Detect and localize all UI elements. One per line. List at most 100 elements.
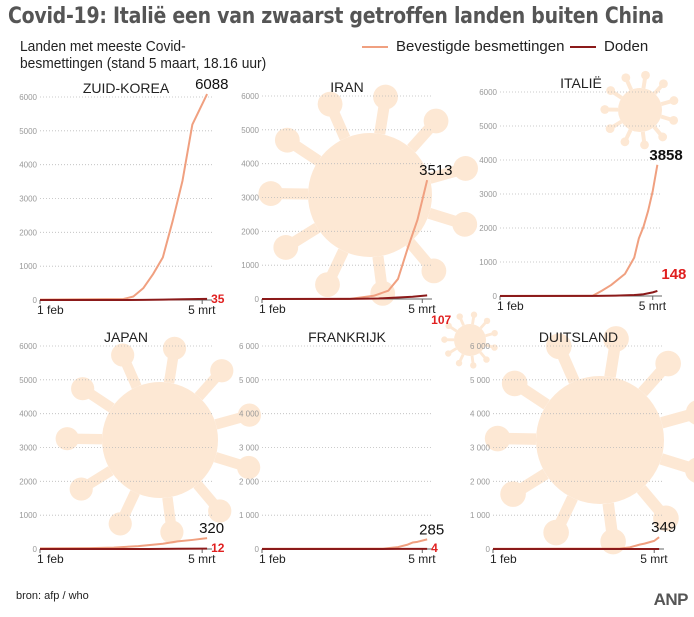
chart-title: JAPAN [104, 329, 148, 345]
page-title: Covid-19: Italië een van zwaarst getroff… [8, 4, 664, 29]
y-tick-label: 4 000 [239, 410, 260, 419]
y-tick-label: 0 [33, 545, 38, 554]
chart-title: ITALIË [560, 75, 602, 91]
y-tick-label: 2000 [19, 477, 37, 486]
y-tick-label: 2000 [241, 227, 259, 236]
y-tick-label: 2000 [19, 228, 37, 237]
x-tick-label: 1 feb [259, 552, 286, 566]
chart-title: IRAN [330, 79, 363, 95]
y-tick-label: 5000 [479, 122, 497, 131]
y-tick-label: 5000 [241, 126, 259, 135]
confirmed-value-label: 3858 [649, 147, 682, 164]
y-tick-label: 6 000 [470, 342, 491, 351]
y-tick-label: 3000 [19, 444, 37, 453]
x-tick-label: 1 feb [259, 302, 286, 316]
chart-title: FRANKRIJK [308, 329, 386, 345]
y-tick-label: 3000 [19, 195, 37, 204]
x-tick-label: 1 feb [37, 303, 64, 317]
x-tick-label: 5 mrt [639, 299, 667, 313]
y-tick-label: 1000 [19, 511, 37, 520]
virus-watermark-icon [441, 311, 498, 369]
legend-deaths: Doden [570, 38, 648, 55]
virus-watermark-icon [600, 70, 679, 150]
y-tick-label: 4000 [19, 410, 37, 419]
y-tick-label: 4000 [19, 161, 37, 170]
y-tick-label: 6000 [241, 92, 259, 101]
chart-duitsland: DUITSLAND 0 1 000 2 000 3 000 4 000 5 000 6 000… [470, 329, 676, 566]
x-tick-label: 5 mrt [640, 552, 668, 566]
y-tick-label: 3 000 [470, 444, 491, 453]
legend-swatch-deaths [570, 45, 596, 48]
series-deaths-line [39, 297, 208, 301]
confirmed-value-label: 285 [419, 521, 444, 538]
y-tick-label: 0 [255, 295, 260, 304]
x-tick-label: 1 feb [490, 552, 517, 566]
y-tick-label: 6000 [19, 342, 37, 351]
legend-swatch-confirmed [362, 45, 388, 48]
deaths-value-label: 148 [661, 266, 686, 283]
deaths-value-label: 12 [211, 541, 225, 555]
chart-title: ZUID-KOREA [83, 80, 170, 96]
y-tick-label: 0 [33, 296, 38, 305]
series-confirmed-line [492, 536, 660, 550]
anp-logo: ANP [653, 590, 689, 609]
deaths-value-label: 4 [431, 541, 438, 555]
subtitle: Landen met meeste Covid- besmettingen (s… [20, 38, 266, 72]
series-deaths-line [261, 294, 428, 300]
y-tick-label: 3000 [241, 194, 259, 203]
y-tick-label: 1 000 [470, 511, 491, 520]
confirmed-value-label: 320 [199, 520, 224, 537]
y-tick-label: 0 [255, 545, 260, 554]
series-confirmed-line [39, 93, 208, 301]
chart-iran: IRAN 0 1000 2000 3000 4000 5000 6000 1 feb 5 mrt 3… [241, 79, 452, 327]
virus-watermark-icon [258, 84, 478, 306]
x-tick-label: 5 mrt [188, 552, 216, 566]
legend-label-deaths: Doden [604, 38, 649, 55]
y-tick-label: 1 000 [239, 511, 260, 520]
y-tick-label: 5000 [19, 127, 37, 136]
y-tick-label: 4000 [479, 156, 497, 165]
y-tick-label: 2 000 [470, 477, 491, 486]
series-confirmed-line [261, 538, 428, 550]
y-tick-label: 6000 [479, 88, 497, 97]
y-tick-label: 1000 [19, 262, 37, 271]
y-tick-label: 4 000 [470, 410, 491, 419]
chart-italië: ITALIË 0 1000 2000 3000 4000 5000 6000 1 feb 5 mr… [479, 75, 686, 313]
legend-confirmed: Bevestigde besmettingen [362, 38, 564, 55]
y-tick-label: 6000 [19, 93, 37, 102]
y-tick-label: 5 000 [239, 376, 260, 385]
y-tick-label: 5 000 [470, 376, 491, 385]
chart-japan: JAPAN 0 1000 2000 3000 4000 5000 6000 1 feb 5 mrt… [19, 329, 225, 566]
y-tick-label: 1000 [479, 258, 497, 267]
source-note: bron: afp / who [16, 590, 89, 602]
y-tick-label: 0 [486, 545, 491, 554]
subtitle-line-2: besmettingen (stand 5 maart, 18.16 uur) [20, 55, 267, 72]
y-tick-label: 3000 [479, 190, 497, 199]
series-deaths-line [499, 290, 658, 297]
y-tick-label: 3 000 [239, 444, 260, 453]
deaths-value-label: 35 [211, 292, 225, 306]
y-tick-label: 1000 [241, 261, 259, 270]
chart-zuid-korea: ZUID-KOREA 0 1000 2000 3000 4000 5000 6000 1 feb… [19, 76, 228, 317]
series-confirmed-line [499, 164, 659, 297]
chart-frankrijk: FRANKRIJK 0 1 000 2 000 3 000 4 000 5 000 6 000… [239, 329, 444, 566]
y-tick-label: 5000 [19, 376, 37, 385]
x-tick-label: 5 mrt [188, 303, 216, 317]
confirmed-value-label: 6088 [195, 76, 228, 93]
y-tick-label: 0 [493, 292, 498, 301]
x-tick-label: 5 mrt [408, 302, 436, 316]
y-tick-label: 2 000 [239, 477, 260, 486]
subtitle-line-1: Landen met meeste Covid- [20, 38, 186, 55]
confirmed-value-label: 349 [651, 519, 676, 536]
y-tick-label: 6 000 [239, 342, 260, 351]
y-tick-label: 4000 [241, 160, 259, 169]
deaths-value-label: 107 [431, 313, 451, 327]
chart-title: DUITSLAND [539, 329, 618, 345]
x-tick-label: 1 feb [37, 552, 64, 566]
x-tick-label: 5 mrt [408, 552, 436, 566]
x-tick-label: 1 feb [497, 299, 524, 313]
confirmed-value-label: 3513 [419, 162, 452, 179]
series-confirmed-line [39, 537, 208, 550]
y-tick-label: 2000 [479, 224, 497, 233]
